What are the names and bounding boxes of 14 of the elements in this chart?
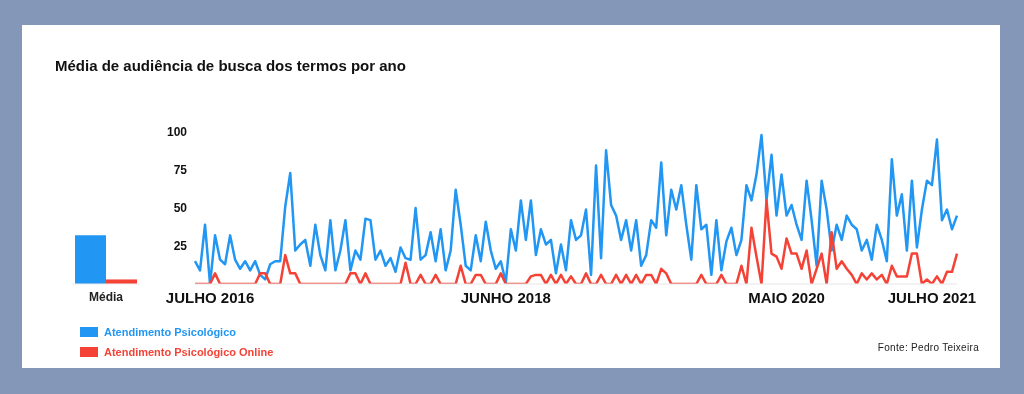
legend-label: Atendimento Psicológico Online: [104, 346, 274, 358]
y-tick-label: 50: [173, 201, 188, 216]
source-note: Fonte: Pedro Teixeira: [877, 342, 979, 353]
x-tick-label: Média: [88, 289, 124, 304]
y-tick-label: 100: [166, 125, 188, 140]
y-tick-label: 75: [173, 163, 188, 178]
x-tick-label: MAIO 2020: [748, 288, 825, 306]
x-tick-label: JUNHO 2018: [460, 288, 551, 306]
chart-title: Média de audiência de busca dos termos por ano: [55, 57, 406, 74]
x-tick-label: JULHO 2021: [887, 288, 977, 306]
x-tick-label: JULHO 2016: [165, 288, 255, 306]
legend-label: Atendimento Psicológico: [104, 326, 237, 338]
y-tick-label: 25: [173, 239, 188, 254]
line-series: [193, 133, 959, 284]
